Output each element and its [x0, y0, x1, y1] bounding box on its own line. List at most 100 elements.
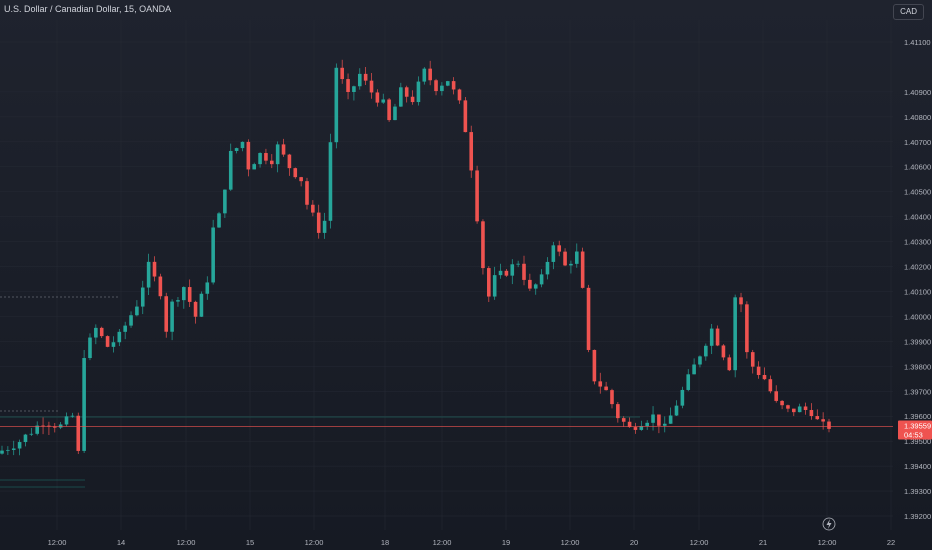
- candle-body: [152, 261, 157, 277]
- candle-body: [709, 328, 714, 346]
- candle-body: [657, 414, 661, 426]
- candle-body: [463, 100, 468, 133]
- candle-body: [745, 304, 749, 353]
- candle-body: [35, 425, 39, 434]
- candle-body: [94, 327, 98, 338]
- candle-body: [457, 89, 462, 101]
- candle-body: [469, 132, 474, 171]
- candle-body: [41, 425, 45, 427]
- x-tick-label: 21: [759, 538, 767, 547]
- candle-body: [135, 306, 139, 316]
- candle-body: [234, 148, 239, 151]
- currency-button[interactable]: CAD: [893, 4, 924, 20]
- y-tick-label: 1.40700: [904, 138, 931, 147]
- y-tick-label: 1.40800: [904, 113, 931, 122]
- candle-body: [129, 315, 133, 326]
- candle-body: [363, 73, 368, 81]
- candle-body: [117, 331, 122, 343]
- candle-body: [827, 421, 831, 429]
- candle-body: [557, 245, 561, 252]
- candle-body: [52, 426, 57, 428]
- x-tick-label: 20: [630, 538, 638, 547]
- candle-body: [258, 153, 262, 165]
- candle-body: [533, 284, 538, 289]
- candle-body: [592, 349, 597, 382]
- candle-body: [803, 406, 808, 411]
- y-tick-label: 1.39400: [904, 462, 931, 471]
- candle-body: [299, 177, 303, 182]
- candle-body: [340, 67, 344, 80]
- candle-body: [369, 80, 374, 93]
- candle-body: [305, 181, 309, 205]
- candle-body: [422, 68, 427, 82]
- candle-body: [651, 414, 655, 423]
- last-price-label: 1.39559: [904, 421, 931, 430]
- candle-body: [381, 99, 386, 103]
- candle-body: [17, 442, 22, 449]
- candle-body: [780, 400, 784, 406]
- x-tick-label: 19: [502, 538, 510, 547]
- candle-body: [721, 345, 726, 358]
- candle-body: [551, 245, 556, 262]
- y-tick-label: 1.39800: [904, 362, 931, 371]
- candle-body: [498, 270, 503, 276]
- candle-body: [574, 251, 579, 264]
- candle-body: [662, 423, 667, 426]
- candle-body: [252, 164, 257, 170]
- candle-body: [88, 337, 92, 359]
- candle-body: [786, 405, 790, 409]
- candle-body: [428, 68, 432, 81]
- candle-body: [357, 73, 362, 87]
- candle-body: [11, 448, 16, 450]
- y-tick-label: 1.39600: [904, 412, 931, 421]
- x-tick-label: 12:00: [433, 538, 452, 547]
- candle-body: [158, 276, 163, 297]
- candle-body: [727, 357, 732, 371]
- candle-body: [140, 287, 145, 307]
- candle-body: [281, 144, 286, 155]
- candle-body: [410, 96, 415, 103]
- candle-body: [445, 81, 450, 86]
- x-tick-label: 15: [246, 538, 254, 547]
- candle-body: [522, 263, 526, 280]
- y-tick-label: 1.39500: [904, 437, 931, 446]
- x-tick-label: 12:00: [305, 538, 324, 547]
- candle-body: [246, 141, 251, 170]
- lightning-icon[interactable]: [822, 517, 836, 531]
- candle-body: [604, 386, 608, 391]
- candle-body: [6, 449, 10, 451]
- candle-body: [510, 264, 515, 276]
- candle-body: [756, 366, 761, 375]
- y-tick-label: 1.40200: [904, 263, 931, 272]
- candle-body: [715, 328, 720, 346]
- candle-body: [692, 364, 696, 375]
- candle-body: [516, 263, 520, 265]
- candle-body: [275, 144, 280, 165]
- x-tick-label: 12:00: [690, 538, 709, 547]
- candle-body: [311, 204, 315, 213]
- candle-body: [393, 106, 397, 121]
- candle-body: [768, 379, 773, 392]
- candle-body: [504, 270, 509, 276]
- candle-body: [211, 227, 215, 283]
- x-tick-label: 12:00: [561, 538, 580, 547]
- candle-body: [815, 416, 820, 420]
- candle-body: [375, 92, 380, 103]
- y-tick-label: 1.40600: [904, 163, 931, 172]
- candle-body: [610, 390, 614, 405]
- candle-body: [792, 408, 796, 413]
- candle-body: [217, 213, 221, 228]
- candle-body: [270, 160, 274, 165]
- candle-body: [821, 419, 825, 422]
- candle-body: [223, 189, 227, 214]
- candle-body: [82, 358, 86, 451]
- candle-body: [146, 261, 151, 288]
- x-tick-label: 22: [887, 538, 895, 547]
- candle-body: [539, 274, 544, 285]
- candle-body: [733, 297, 737, 371]
- y-tick-label: 1.40100: [904, 287, 931, 296]
- candle-body: [399, 87, 403, 107]
- candle-body: [70, 415, 75, 417]
